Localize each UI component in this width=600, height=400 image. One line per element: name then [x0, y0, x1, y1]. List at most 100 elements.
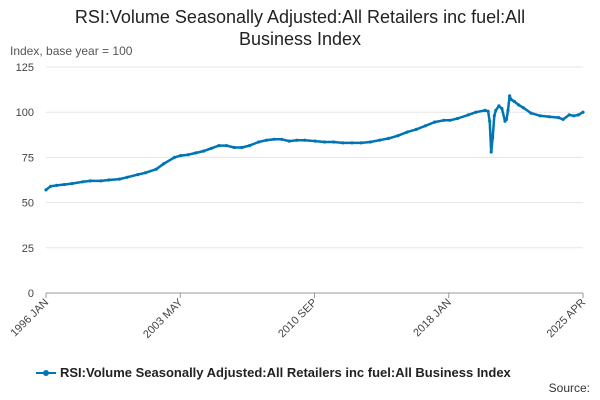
data-point [455, 116, 460, 121]
data-point [423, 124, 427, 128]
data-point [232, 145, 236, 150]
data-point [368, 140, 372, 144]
data-point [572, 114, 576, 118]
y-tick-label: 50 [22, 198, 34, 210]
data-point [107, 178, 111, 182]
data-point [442, 118, 446, 122]
data-point [504, 117, 509, 121]
x-tick-label: 2003 MAY [141, 296, 186, 341]
data-point [547, 115, 551, 119]
legend: RSI:Volume Seasonally Adjusted:All Retai… [36, 365, 511, 380]
data-point [186, 153, 190, 157]
data-point [257, 140, 261, 144]
data-point [350, 141, 354, 145]
data-point [264, 138, 268, 142]
data-point [154, 167, 158, 171]
data-point [474, 110, 478, 114]
data-point [99, 179, 103, 183]
data-point [359, 141, 363, 145]
data-point [70, 182, 74, 186]
data-point [287, 139, 291, 143]
data-point [88, 179, 92, 183]
data-point [341, 141, 345, 145]
data-point [492, 114, 496, 118]
data-point [272, 137, 276, 141]
data-point [483, 108, 487, 112]
y-axis-label: Index, base year = 100 [10, 44, 133, 58]
data-point [489, 150, 493, 154]
y-axis-ticks: 0 25 50 75 100 125 [16, 62, 34, 300]
data-point [247, 144, 252, 148]
x-tick-label: 2025 APR [545, 297, 589, 341]
y-tick-label: 25 [22, 243, 34, 255]
x-tick-label: 1996 JAN [8, 297, 51, 340]
data-point [433, 120, 437, 124]
data-point [377, 138, 382, 142]
data-point [500, 107, 504, 111]
data-point [162, 162, 166, 166]
data-point [466, 113, 470, 117]
data-point [414, 127, 418, 131]
data-point [240, 145, 244, 150]
data-point [488, 119, 492, 123]
data-point [576, 113, 581, 117]
data-point [509, 97, 513, 102]
data-point [172, 155, 177, 159]
grid-lines [46, 66, 583, 294]
data-point [179, 154, 183, 158]
data-point [136, 173, 140, 177]
data-point [322, 140, 326, 144]
data-point [387, 136, 391, 140]
data-point [55, 183, 59, 187]
data-point [224, 144, 229, 148]
data-point [303, 138, 307, 142]
data-point [538, 114, 542, 118]
data-point [295, 138, 299, 142]
data-point [508, 94, 512, 98]
data-point [494, 108, 498, 112]
data-point [280, 137, 284, 141]
data-point [556, 116, 561, 120]
chart-title: RSI:Volume Seasonally Adjusted:All Retai… [0, 6, 600, 50]
data-point [209, 146, 213, 150]
y-tick-label: 75 [22, 152, 34, 164]
data-point [62, 182, 66, 187]
data-point [396, 134, 400, 138]
chart-title-line-1: RSI:Volume Seasonally Adjusted:All Retai… [74, 7, 526, 27]
data-point [81, 180, 85, 184]
data-point [44, 188, 48, 192]
x-tick-label: 2010 SEP [276, 297, 320, 341]
data-point [561, 117, 565, 121]
data-point [517, 103, 521, 107]
data-point [486, 109, 490, 113]
data-point [581, 110, 585, 114]
data-point [332, 140, 336, 144]
data-point [405, 130, 409, 134]
legend-label: RSI:Volume Seasonally Adjusted:All Retai… [60, 365, 511, 380]
data-point [448, 118, 452, 122]
data-point [143, 171, 147, 175]
y-tick-label: 100 [16, 107, 34, 119]
data-point [125, 175, 129, 179]
data-point [491, 135, 495, 140]
x-tick-label: 2018 JAN [411, 297, 454, 340]
data-point [49, 184, 53, 188]
data-point [497, 104, 501, 108]
data-point [512, 99, 516, 103]
data-point [529, 111, 533, 115]
y-tick-label: 0 [28, 288, 34, 300]
data-point [521, 106, 525, 110]
series-group [44, 94, 585, 192]
data-point [506, 108, 510, 112]
legend-line-marker-icon [36, 367, 56, 379]
data-point [194, 151, 198, 155]
data-point [217, 144, 221, 148]
chart-title-line-2: Business Index [238, 29, 362, 49]
data-point [567, 113, 571, 117]
data-point [202, 149, 206, 153]
x-axis-ticks: 1996 JAN 2003 MAY 2010 SEP 2018 JAN 2025 APR [8, 293, 588, 341]
y-tick-label: 125 [16, 62, 34, 74]
data-point [313, 139, 317, 143]
source-label: Source: [548, 381, 590, 395]
